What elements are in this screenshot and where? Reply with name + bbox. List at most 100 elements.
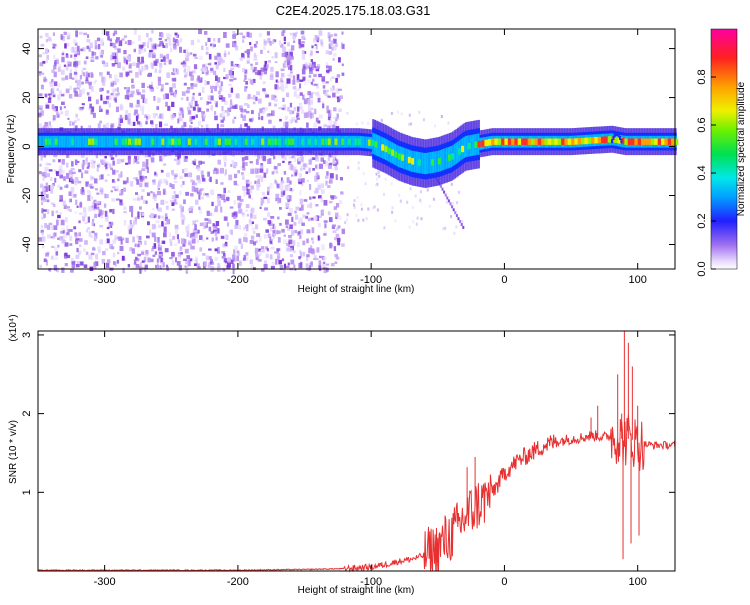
band-cell [42,135,45,148]
noise-speckle [128,63,132,66]
noise-speckle [337,215,342,220]
noise-speckle [57,184,61,188]
noise-speckle [161,155,165,160]
noise-speckle [171,72,176,75]
noise-speckle [168,34,172,37]
noise-speckle [215,179,218,184]
noise-speckle [168,39,171,46]
noise-speckle [317,95,321,99]
noise-speckle [244,74,247,80]
noise-speckle [111,63,116,67]
noise-speckle [59,199,63,202]
noise-speckle [185,191,189,196]
noise-speckle [307,99,311,105]
noise-speckle [186,65,191,72]
noise-speckle [257,70,262,76]
band-cell [620,139,623,144]
noise-speckle [109,42,113,47]
noise-speckle [125,162,129,165]
noise-speckle [48,185,51,192]
noise-speckle [189,243,192,250]
band-hotspot [167,138,171,145]
noise-speckle [335,253,338,259]
noise-speckle [282,97,285,102]
noise-speckle [100,215,104,219]
noise-speckle [118,123,122,127]
noise-speckle [116,259,120,264]
band-cell [146,135,149,148]
band-cell [426,152,429,174]
noise-speckle [262,81,266,85]
noise-speckle [288,161,291,165]
noise-speckle [301,50,305,55]
noise-speckle [78,220,81,224]
noise-speckle [318,195,322,199]
band-cell [186,135,189,148]
noise-speckle [44,172,47,178]
noise-speckle [329,179,333,184]
noise-speckle [346,213,349,217]
noise-speckle [104,162,107,168]
noise-speckle [132,198,137,201]
noise-speckle [373,205,376,209]
noise-speckle [197,75,200,81]
noise-speckle [160,169,164,173]
noise-speckle [326,110,330,114]
band-hotspot [227,138,231,145]
noise-speckle [201,45,204,50]
noise-speckle [106,226,110,230]
noise-speckle [281,86,285,92]
band-hotspot [251,138,255,145]
noise-speckle [94,213,98,219]
noise-speckle [88,96,92,102]
noise-speckle [315,174,319,179]
noise-speckle [125,74,129,78]
noise-speckle [246,214,249,217]
noise-speckle [131,248,135,254]
noise-speckle [85,56,89,59]
noise-speckle [41,217,45,220]
noise-speckle [282,62,286,67]
band-cell [108,135,111,148]
noise-speckle [144,253,149,258]
noise-speckle [241,213,246,218]
noise-speckle [48,125,53,130]
noise-speckle [109,154,113,157]
noise-speckle [43,258,47,263]
noise-speckle [158,121,163,128]
noise-speckle [178,265,182,271]
noise-speckle [315,44,318,50]
noise-speckle [277,81,280,84]
noise-speckle [290,259,295,265]
noise-speckle [76,261,81,265]
noise-speckle [75,30,78,37]
noise-speckle [177,118,180,124]
noise-speckle [55,171,59,175]
noise-speckle [42,175,45,181]
noise-speckle [114,52,119,56]
noise-speckle [141,260,145,263]
noise-speckle [73,226,77,230]
noise-speckle [224,101,228,105]
band-cell [619,136,621,140]
noise-speckle [158,245,163,248]
noise-speckle [214,167,217,171]
noise-speckle [192,92,195,96]
noise-speckle [257,153,261,160]
tail-speckle [455,214,458,218]
noise-speckle [267,220,272,225]
noise-speckle [107,174,110,176]
tail-speckle [447,199,450,203]
noise-speckle [218,95,222,98]
noise-speckle [278,259,282,265]
noise-speckle [249,42,252,46]
noise-speckle [87,194,91,201]
noise-speckle [207,101,212,104]
noise-speckle [198,79,202,83]
noise-speckle [244,123,248,127]
band-cell [62,135,65,148]
noise-speckle [149,84,153,89]
noise-speckle [63,204,67,209]
noise-speckle [292,75,296,80]
noise-speckle [233,64,237,67]
